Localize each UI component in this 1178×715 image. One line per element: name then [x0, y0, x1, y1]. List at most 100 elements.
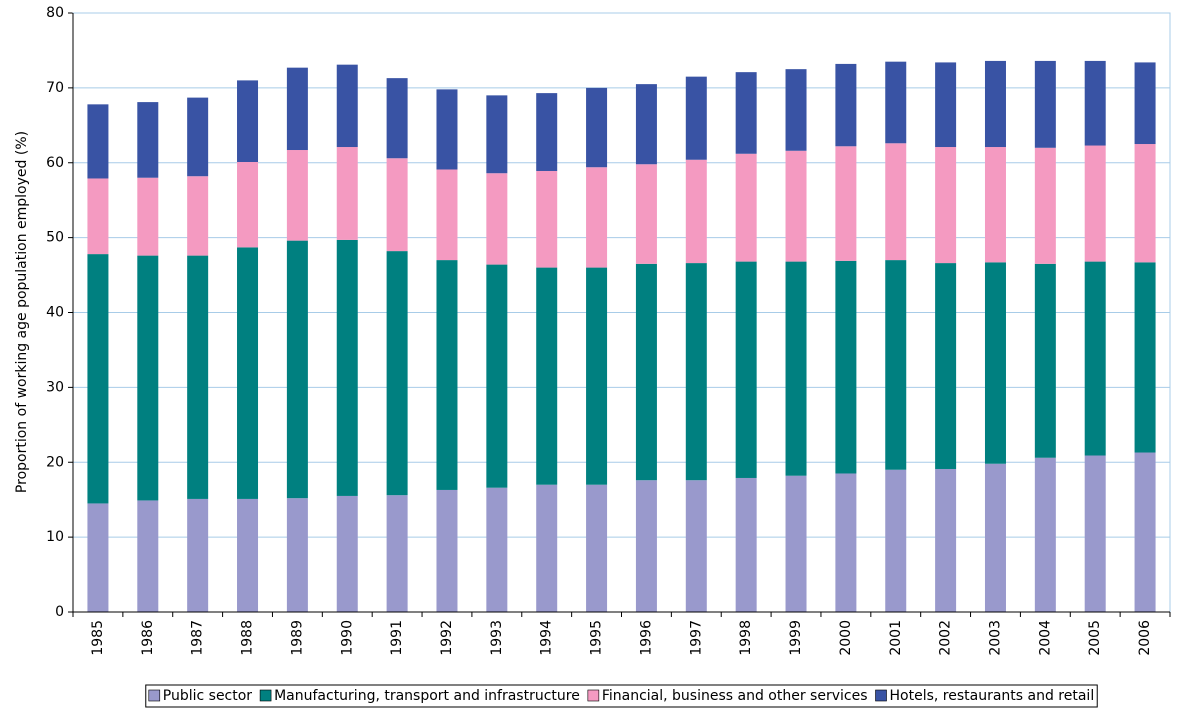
- bar-segment: [386, 251, 408, 496]
- bar-segment: [137, 255, 159, 501]
- bar-segment: [436, 169, 458, 261]
- x-tick-label: 1988: [240, 620, 256, 656]
- bar-segment: [87, 503, 109, 612]
- legend-label: Manufacturing, transport and infrastruct…: [274, 688, 580, 704]
- bar-segment: [436, 260, 458, 490]
- bar-segment: [635, 84, 657, 165]
- bar-segment: [635, 164, 657, 264]
- bar-segment: [536, 93, 558, 171]
- bar-segment: [1134, 144, 1156, 263]
- bar-segment: [1084, 455, 1106, 612]
- bar-segment: [137, 177, 159, 256]
- legend-swatch: [875, 689, 887, 702]
- bar-segment: [237, 247, 259, 499]
- legend-swatch: [259, 689, 272, 702]
- bar-segment: [1034, 263, 1056, 458]
- legend-label: Public sector: [163, 688, 253, 704]
- bar-segment: [635, 480, 657, 612]
- bar-segment: [286, 240, 308, 499]
- bar-segment: [685, 76, 707, 160]
- bar-segment: [885, 260, 907, 470]
- x-tick-label: 1985: [90, 620, 106, 656]
- bar-segment: [835, 146, 857, 261]
- bar-segment: [885, 143, 907, 261]
- x-tick-label: 1996: [638, 620, 654, 656]
- bar-segment: [735, 477, 757, 612]
- bar-segment: [486, 487, 508, 612]
- bar-segment: [935, 263, 957, 469]
- bar-segment: [685, 480, 707, 612]
- x-tick-label: 2005: [1087, 620, 1103, 656]
- y-tick-label: 30: [46, 379, 64, 395]
- x-tick-label: 1986: [140, 620, 156, 656]
- bar-segment: [984, 463, 1006, 612]
- y-axis-label: Proportion of working age population emp…: [14, 131, 30, 493]
- bar-segment: [237, 162, 259, 248]
- bar-segment: [336, 239, 358, 496]
- bar-segment: [237, 498, 259, 612]
- bar-segment: [785, 150, 807, 262]
- bar-segment: [486, 95, 508, 174]
- bar-segment: [935, 147, 957, 264]
- bar-segment: [187, 176, 209, 256]
- bar-segment: [486, 264, 508, 488]
- bar-segment: [486, 173, 508, 265]
- bar-segment: [187, 255, 209, 499]
- x-tick-label: 2004: [1037, 620, 1053, 656]
- bar-segment: [237, 80, 259, 163]
- bar-segment: [935, 468, 957, 612]
- bar-segment: [885, 469, 907, 612]
- bar-segment: [436, 489, 458, 612]
- bar-segment: [586, 484, 608, 612]
- bar-segment: [386, 495, 408, 612]
- bar-segment: [735, 72, 757, 154]
- bar-segment: [586, 267, 608, 485]
- bar-segment: [1134, 452, 1156, 612]
- x-tick-label: 1990: [339, 620, 355, 656]
- x-tick-label: 2003: [987, 620, 1003, 656]
- bar-segment: [436, 89, 458, 170]
- x-tick-label: 1995: [589, 620, 605, 656]
- bar-segment: [984, 147, 1006, 263]
- x-tick-label: 1992: [439, 620, 455, 656]
- bar-segment: [536, 484, 558, 612]
- bar-segment: [835, 473, 857, 612]
- y-tick-label: 80: [46, 5, 64, 21]
- bar-segment: [87, 178, 109, 255]
- bar-segment: [286, 67, 308, 151]
- x-tick-label: 1997: [688, 620, 704, 656]
- bar-segment: [536, 170, 558, 268]
- bar-segment: [1084, 261, 1106, 456]
- bar-segment: [785, 475, 807, 612]
- y-tick-label: 70: [46, 80, 64, 96]
- x-tick-label: 2001: [888, 620, 904, 656]
- bar-segment: [137, 102, 159, 178]
- bar-segment: [785, 261, 807, 476]
- bar-segment: [1034, 457, 1056, 612]
- x-tick-label: 1999: [788, 620, 804, 656]
- bar-segment: [336, 147, 358, 240]
- y-tick-label: 60: [46, 155, 64, 171]
- y-tick-label: 40: [46, 305, 64, 321]
- bar-segment: [1034, 147, 1056, 264]
- bar-segment: [984, 60, 1006, 148]
- bar-segment: [835, 63, 857, 147]
- bar-segment: [536, 267, 558, 485]
- y-tick-label: 50: [46, 230, 64, 246]
- bar-segment: [735, 153, 757, 262]
- x-tick-label: 1989: [289, 620, 305, 656]
- x-tick-label: 1993: [489, 620, 505, 656]
- bar-segment: [137, 500, 159, 612]
- x-tick-label: 1991: [389, 620, 405, 656]
- bar-segment: [336, 64, 358, 148]
- bar-segment: [286, 150, 308, 241]
- x-tick-label: 2000: [838, 620, 854, 656]
- bar-segment: [87, 104, 109, 179]
- bar-segment: [1084, 60, 1106, 146]
- y-tick-label: 0: [55, 604, 64, 620]
- x-tick-label: 2002: [938, 620, 954, 656]
- y-tick-label: 20: [46, 454, 64, 470]
- legend-swatch: [148, 689, 161, 702]
- x-tick-label: 1987: [190, 620, 206, 656]
